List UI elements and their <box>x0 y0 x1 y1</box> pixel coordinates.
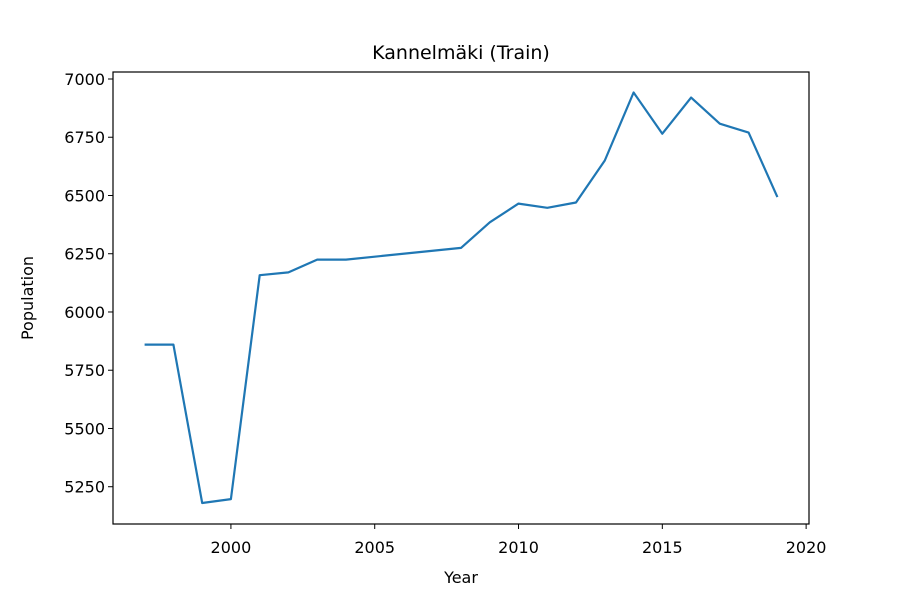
y-tick-label: 5750 <box>64 361 105 380</box>
y-axis: 5250 5500 5750 6000 6250 6500 6750 7000 <box>64 70 113 497</box>
x-tick-label: 2005 <box>354 538 395 557</box>
y-tick-label: 6750 <box>64 128 105 147</box>
y-axis-label: Population <box>18 256 37 340</box>
y-tick-label: 7000 <box>64 70 105 89</box>
x-tick-label: 2015 <box>642 538 683 557</box>
chart-title: Kannelmäki (Train) <box>372 42 550 64</box>
y-tick-label: 5500 <box>64 419 105 438</box>
series-line <box>144 91 779 505</box>
x-axis-label: Year <box>443 568 478 587</box>
plot-area <box>144 91 779 505</box>
y-tick-label: 6500 <box>64 186 105 205</box>
x-tick-label: 2010 <box>498 538 539 557</box>
x-tick-label: 2020 <box>786 538 827 557</box>
y-tick-label: 5250 <box>64 478 105 497</box>
plot-frame <box>112 71 810 525</box>
x-tick-label: 2000 <box>211 538 252 557</box>
x-axis: 2000 2005 2010 2015 2020 <box>211 524 827 557</box>
y-tick-label: 6000 <box>64 303 105 322</box>
y-tick-label: 6250 <box>64 245 105 264</box>
